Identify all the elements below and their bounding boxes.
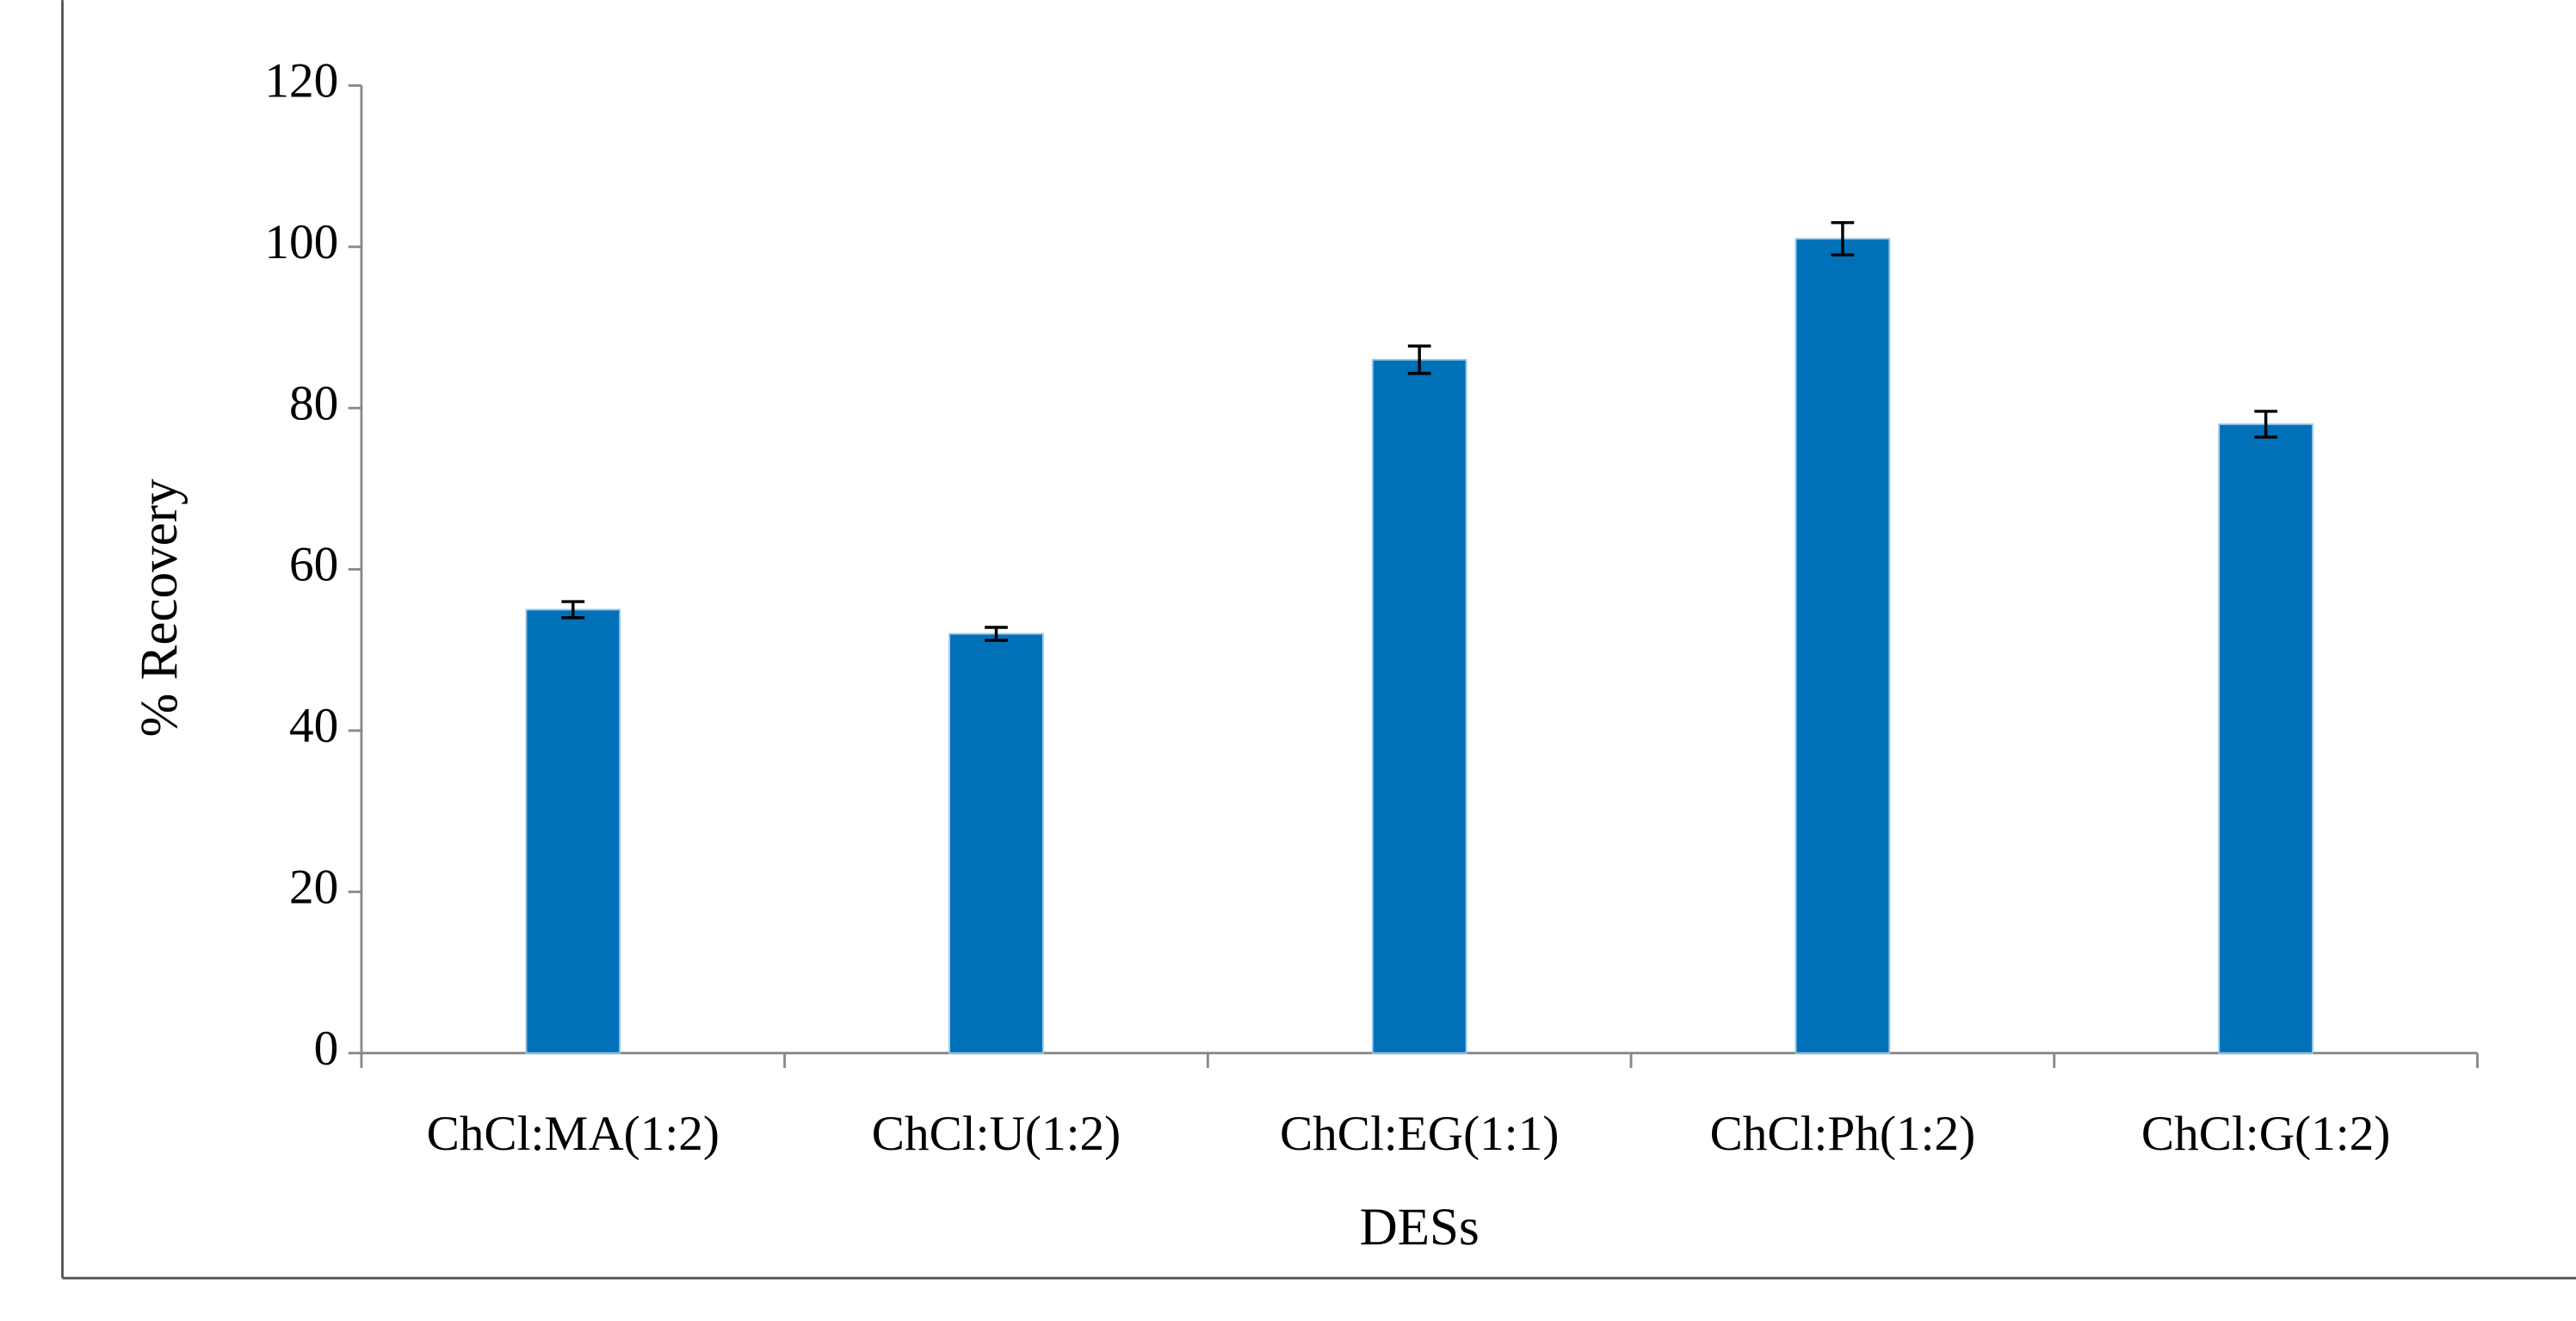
x-tick-label: ChCl:Ph(1:2) <box>1710 1107 1976 1161</box>
x-tick-label: ChCl:U(1:2) <box>872 1107 1121 1161</box>
error-bar <box>1407 344 1431 375</box>
y-tick-label: 60 <box>289 538 338 592</box>
x-axis-title: DESs <box>1360 1199 1480 1256</box>
y-tick-label: 120 <box>264 54 338 108</box>
bar <box>1371 359 1467 1054</box>
error-bar <box>2254 410 2277 439</box>
bar <box>525 608 621 1054</box>
bar <box>948 633 1044 1054</box>
x-tick-label: ChCl:MA(1:2) <box>427 1107 720 1161</box>
y-tick-label: 80 <box>289 376 338 430</box>
y-axis-title: % Recovery <box>131 478 188 738</box>
bar <box>1795 238 1891 1054</box>
bar <box>2218 423 2313 1054</box>
y-tick-label: 20 <box>289 860 338 914</box>
error-bar <box>985 626 1008 642</box>
y-tick-label: 100 <box>264 215 338 269</box>
x-tick-label: ChCl:EG(1:1) <box>1280 1107 1559 1161</box>
x-tick-label: ChCl:G(1:2) <box>2141 1107 2390 1161</box>
y-tick-label: 40 <box>289 699 338 753</box>
y-tick-label: 0 <box>314 1022 339 1076</box>
error-bar <box>1831 220 1855 256</box>
error-bar <box>561 600 585 620</box>
